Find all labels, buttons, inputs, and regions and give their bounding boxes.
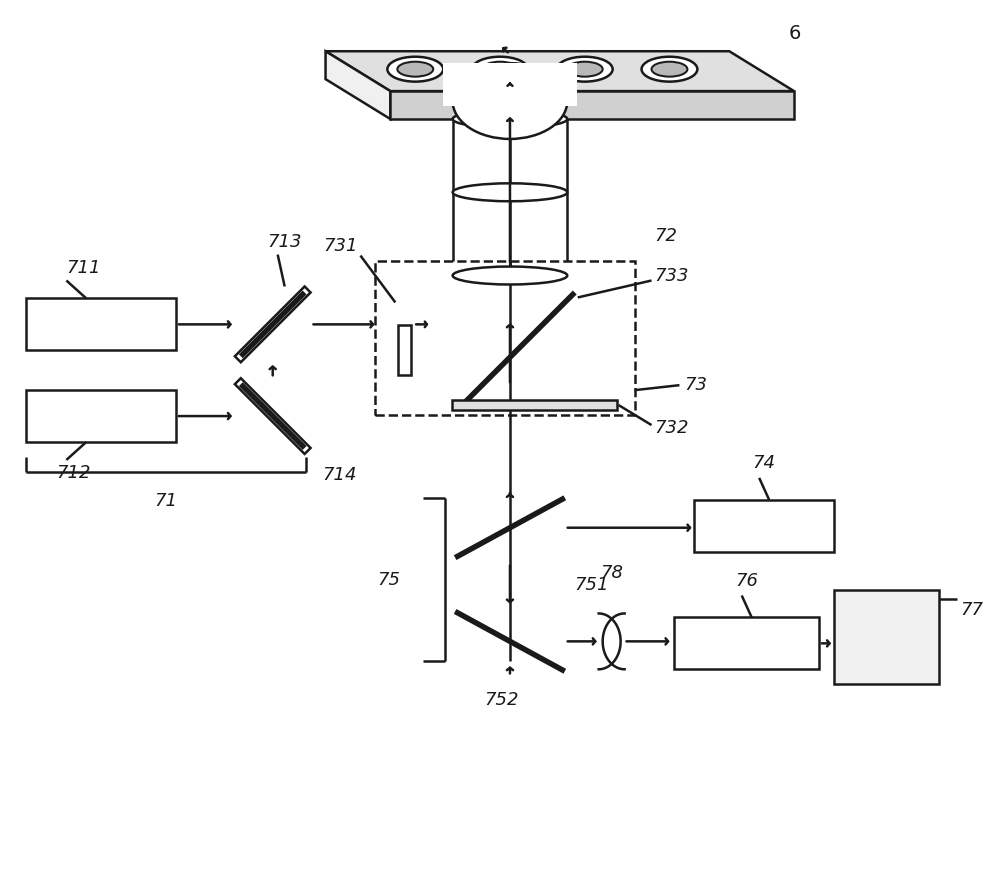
- Bar: [674, 618, 819, 670]
- Text: 732: 732: [655, 419, 689, 437]
- Text: 77: 77: [961, 602, 984, 620]
- Bar: [443, 63, 577, 106]
- Ellipse shape: [601, 611, 623, 672]
- Text: 714: 714: [323, 466, 357, 484]
- Text: 71: 71: [155, 492, 178, 510]
- Polygon shape: [326, 51, 390, 119]
- Text: 6: 6: [789, 25, 801, 43]
- Ellipse shape: [557, 56, 613, 82]
- Text: 751: 751: [575, 576, 609, 594]
- Bar: [26, 390, 176, 442]
- Bar: [694, 500, 834, 552]
- Ellipse shape: [472, 56, 528, 82]
- Polygon shape: [235, 378, 311, 454]
- Text: 711: 711: [66, 259, 101, 276]
- Text: 73: 73: [684, 376, 707, 394]
- Ellipse shape: [652, 62, 687, 77]
- Text: 733: 733: [655, 267, 689, 284]
- Ellipse shape: [453, 183, 567, 202]
- Ellipse shape: [387, 56, 443, 82]
- Text: 731: 731: [323, 237, 358, 254]
- Text: 72: 72: [655, 227, 678, 245]
- Ellipse shape: [397, 62, 433, 77]
- Ellipse shape: [453, 267, 567, 284]
- Ellipse shape: [453, 63, 567, 139]
- Polygon shape: [390, 92, 794, 119]
- Ellipse shape: [482, 62, 518, 77]
- Text: 752: 752: [485, 691, 519, 709]
- Polygon shape: [235, 287, 311, 363]
- Text: 78: 78: [600, 563, 623, 582]
- Ellipse shape: [642, 56, 697, 82]
- Text: 75: 75: [377, 570, 400, 589]
- Text: 712: 712: [56, 464, 91, 482]
- Bar: [834, 590, 939, 685]
- Bar: [375, 260, 635, 415]
- Bar: [26, 298, 176, 350]
- Bar: [452, 400, 617, 410]
- Text: 713: 713: [267, 232, 302, 251]
- Ellipse shape: [567, 62, 603, 77]
- Ellipse shape: [453, 110, 567, 128]
- Text: 76: 76: [735, 571, 758, 590]
- Bar: [398, 326, 411, 375]
- Text: 74: 74: [753, 454, 776, 472]
- Polygon shape: [326, 51, 794, 92]
